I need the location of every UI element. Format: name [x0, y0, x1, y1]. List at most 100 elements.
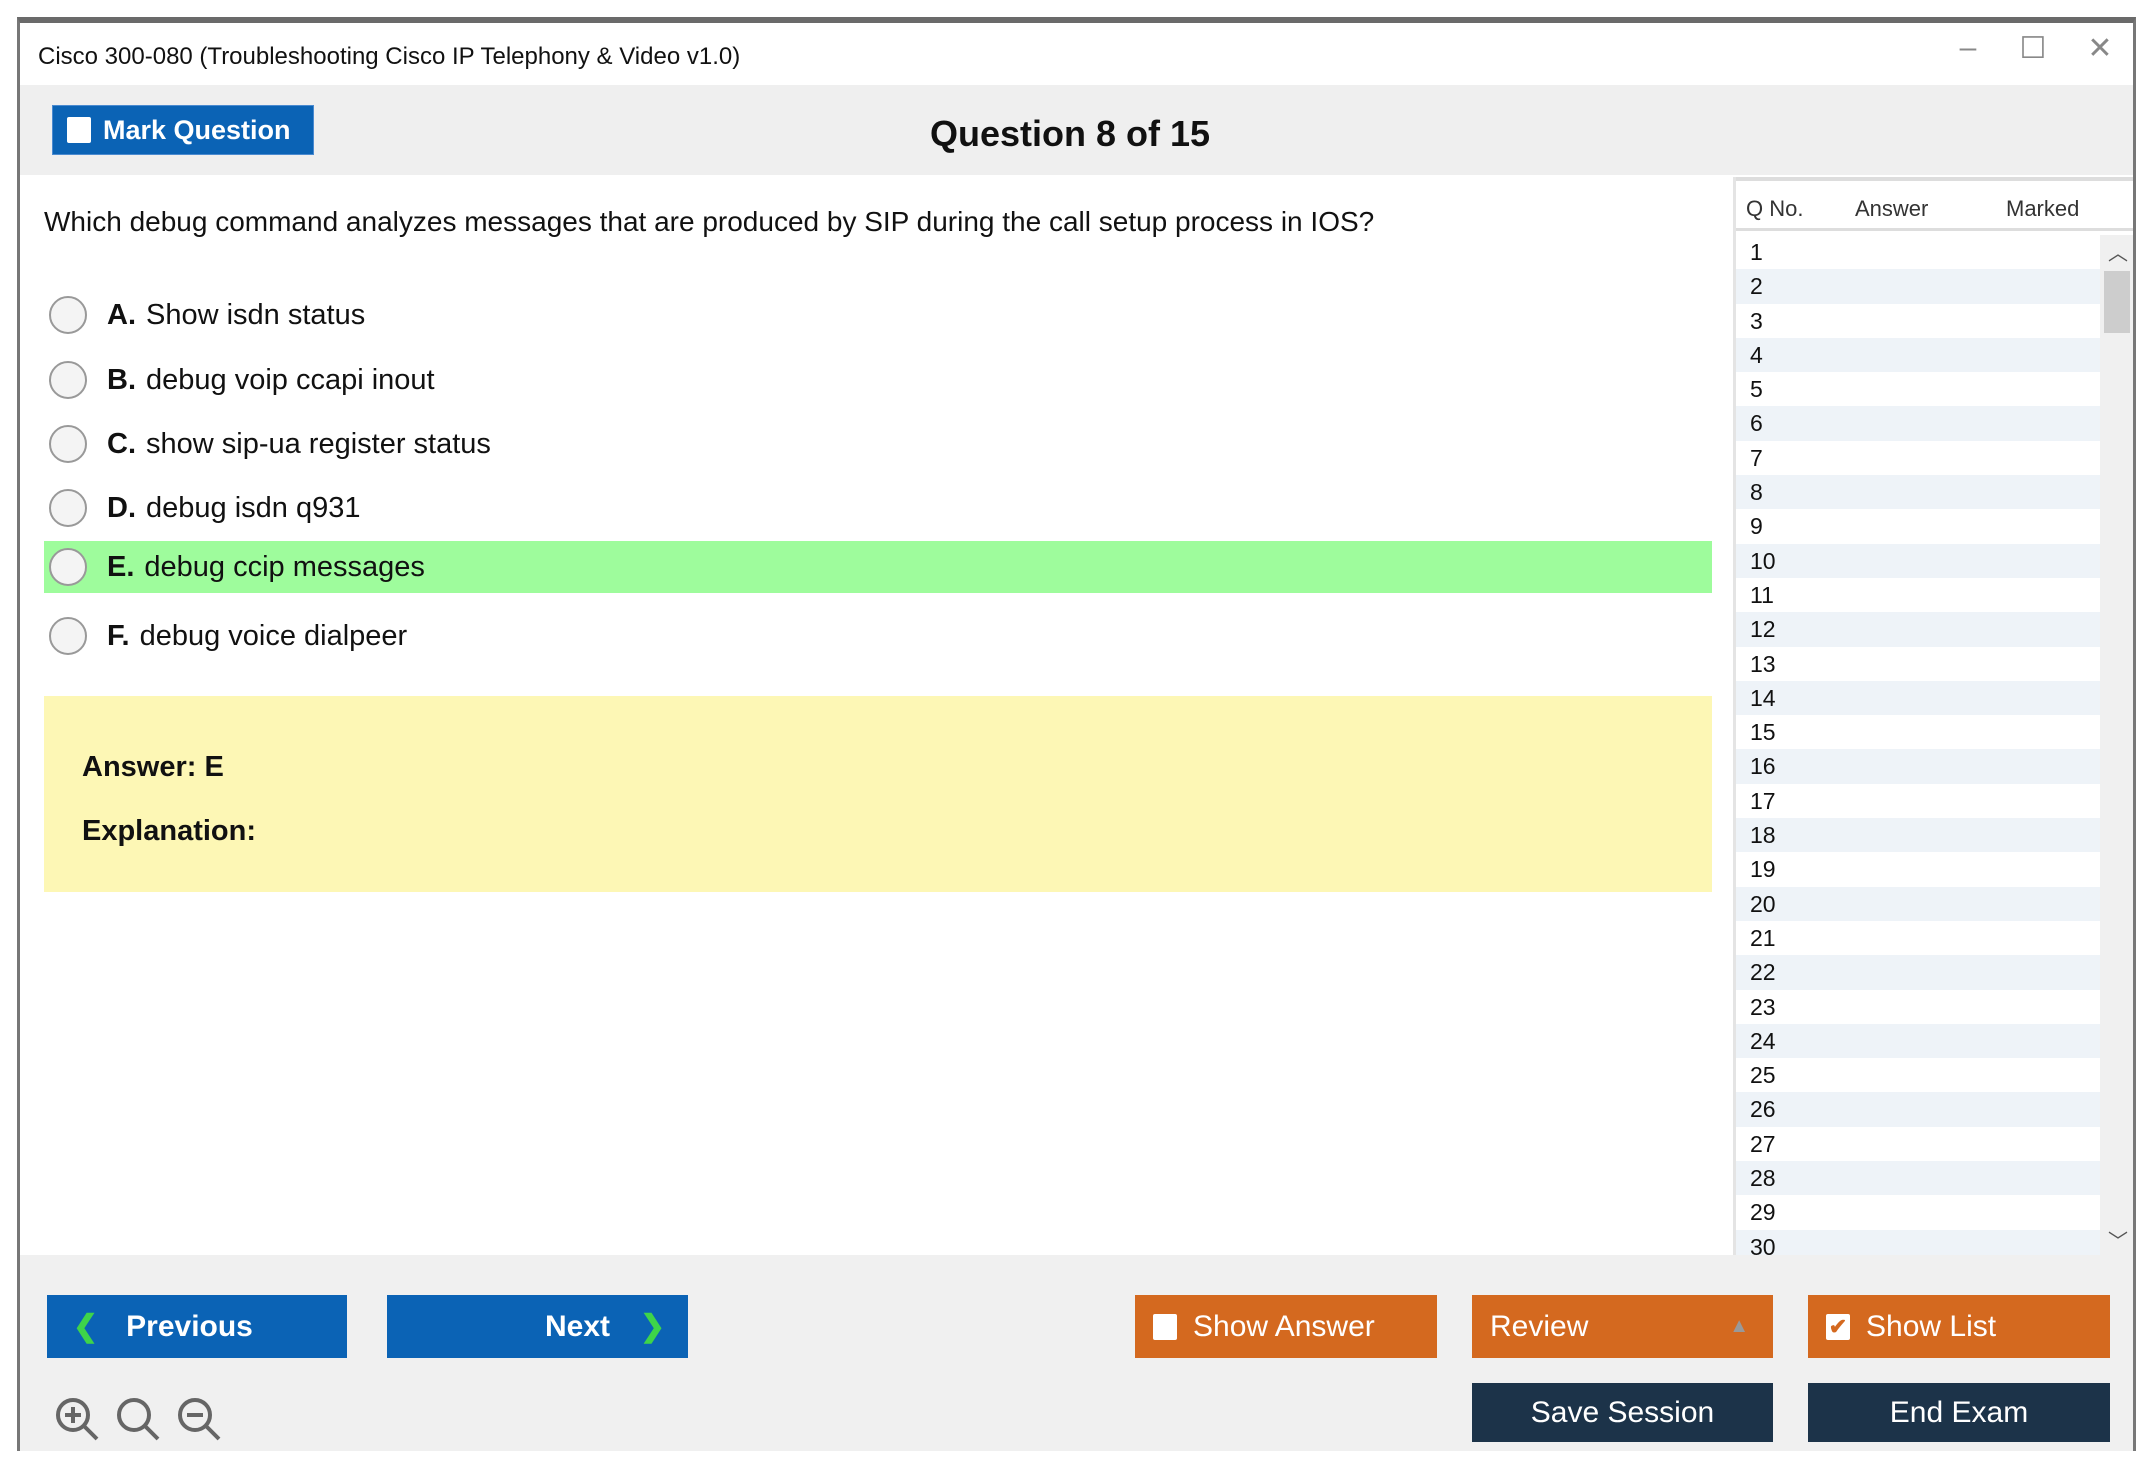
minimize-icon[interactable]: – [1959, 31, 1977, 64]
radio-button[interactable] [49, 425, 87, 463]
list-row[interactable]: 29 [1750, 1199, 1776, 1226]
option-letter: D. [107, 491, 136, 524]
list-row[interactable]: 2 [1736, 269, 2100, 304]
scrollbar-thumb[interactable] [2104, 271, 2130, 333]
list-row[interactable]: 17 [1750, 787, 1776, 814]
question-text: Which debug command analyzes messages th… [44, 206, 1375, 237]
list-row[interactable]: 28 [1736, 1161, 2100, 1196]
zoom-controls [56, 1398, 221, 1441]
window-title: Cisco 300-080 (Troubleshooting Cisco IP … [38, 43, 741, 70]
list-row[interactable]: 7 [1750, 444, 1763, 471]
show-list-button[interactable]: ✔ Show List [1808, 1295, 2110, 1358]
list-row[interactable]: 1 [1750, 239, 1763, 265]
save-session-button[interactable]: Save Session [1472, 1383, 1773, 1442]
option-text: debug isdn q931 [146, 491, 361, 524]
list-row[interactable]: 18 [1736, 818, 2100, 853]
zoom-reset-icon[interactable] [117, 1398, 160, 1441]
list-row[interactable]: 24 [1736, 1023, 2100, 1059]
close-icon[interactable]: ✕ [2087, 32, 2113, 65]
scrollbar[interactable]: ︿ ﹀ [2100, 235, 2133, 1259]
explanation-label: Explanation: [82, 815, 257, 847]
col-marked[interactable]: Marked [2006, 196, 2080, 221]
mark-question-button[interactable]: Mark Question [52, 105, 314, 155]
zoom-in-icon[interactable] [56, 1398, 99, 1441]
list-row[interactable]: 8 [1736, 475, 2100, 510]
checkbox-icon [67, 117, 91, 143]
option-text: debug voice dialpeer [139, 619, 408, 652]
answer-option[interactable]: F. debug voice dialpeer [44, 610, 1712, 662]
list-row[interactable]: 9 [1750, 513, 1763, 540]
col-answer[interactable]: Answer [1855, 196, 1929, 221]
list-row[interactable]: 5 [1750, 376, 1763, 403]
zoom-out-icon[interactable] [178, 1398, 221, 1441]
radio-button[interactable] [49, 361, 87, 399]
previous-label: Previous [126, 1309, 253, 1343]
list-row[interactable]: 23 [1750, 993, 1776, 1020]
option-letter: B. [107, 363, 136, 396]
answer-option[interactable]: A. Show isdn status [44, 289, 1712, 341]
answer-option[interactable]: E. debug ccip messages [44, 541, 1712, 593]
list-row[interactable]: 22 [1736, 955, 2100, 990]
option-text: Show isdn status [146, 298, 366, 331]
list-row[interactable]: 21 [1750, 924, 1776, 951]
triangle-up-icon: ▲ [1729, 1315, 1749, 1337]
show-answer-button[interactable]: Show Answer [1135, 1295, 1437, 1358]
list-row[interactable]: 10 [1736, 543, 2100, 578]
question-title: Question 8 of 15 [929, 113, 1211, 154]
list-row[interactable]: 4 [1736, 337, 2100, 373]
review-dropdown[interactable]: Review ▲ [1472, 1295, 1773, 1358]
end-exam-button[interactable]: End Exam [1808, 1383, 2110, 1442]
list-row[interactable]: 6 [1736, 406, 2100, 441]
next-label: Next [545, 1309, 611, 1343]
option-letter: F. [107, 619, 130, 652]
show-answer-label: Show Answer [1193, 1309, 1375, 1343]
answer-option[interactable]: C. show sip-ua register status [44, 418, 1712, 470]
list-row[interactable]: 27 [1750, 1130, 1776, 1157]
option-text: show sip-ua register status [146, 427, 491, 460]
list-row[interactable]: 26 [1736, 1092, 2100, 1127]
list-row[interactable]: 19 [1750, 856, 1776, 883]
question-list: 1 2 3 4 5 6 7 8 9 10 11 12 13 14 15 16 17 18 19 20 21 22 23 24 2… [1736, 235, 2100, 1264]
scroll-up-icon[interactable]: ︿ [2108, 243, 2128, 265]
col-qno[interactable]: Q No. [1746, 196, 1804, 221]
radio-button[interactable] [49, 489, 87, 527]
list-row[interactable]: 11 [1750, 581, 1774, 608]
answer-option[interactable]: B. debug voip ccapi inout [44, 354, 1712, 406]
radio-button[interactable] [49, 617, 87, 655]
mark-question-label: Mark Question [103, 114, 291, 145]
radio-button[interactable] [49, 296, 87, 334]
answer-option[interactable]: D. debug isdn q931 [44, 482, 1712, 534]
list-row[interactable]: 12 [1736, 612, 2100, 647]
checkbox-checked-icon: ✔ [1826, 1313, 1850, 1340]
list-row[interactable]: 16 [1736, 749, 2100, 784]
list-row[interactable]: 15 [1750, 719, 1776, 746]
previous-button[interactable]: ❮ Previous [47, 1295, 347, 1358]
list-row[interactable]: 13 [1750, 650, 1776, 677]
option-letter: E. [107, 550, 135, 583]
checkbox-icon [1153, 1313, 1177, 1340]
question-list-panel: Q No. Answer Marked 1 2 3 4 5 6 7 8 9 10 11 12 13 14 1… [1733, 177, 2133, 1264]
scroll-down-icon[interactable]: ﹀ [2108, 1231, 2128, 1253]
next-button[interactable]: Next ❯ [387, 1295, 688, 1358]
chevron-left-icon: ❮ [73, 1310, 99, 1343]
radio-button[interactable] [49, 548, 87, 586]
list-row[interactable]: 25 [1750, 1062, 1776, 1089]
app-window: Cisco 300-080 (Troubleshooting Cisco IP … [17, 17, 2136, 1451]
option-letter: C. [107, 427, 136, 460]
option-text: debug ccip messages [144, 550, 425, 583]
list-row[interactable]: 14 [1736, 680, 2100, 716]
title-bar: Cisco 300-080 (Troubleshooting Cisco IP … [20, 23, 2133, 85]
show-list-label: Show List [1866, 1309, 1997, 1343]
option-text: debug voip ccapi inout [146, 363, 435, 396]
chevron-right-icon: ❯ [640, 1310, 666, 1343]
review-label: Review [1490, 1309, 1589, 1343]
list-header: Q No. Answer Marked [1736, 177, 2133, 231]
list-row[interactable]: 3 [1750, 307, 1763, 334]
list-row[interactable]: 20 [1736, 886, 2100, 921]
footer-bar: ❮ Previous Next ❯ Show Answer Review ▲ ✔… [20, 1255, 2133, 1451]
maximize-icon[interactable]: ☐ [2019, 32, 2047, 65]
answer-box: Answer: E Explanation: [44, 696, 1712, 892]
header-bar: Question 8 of 15 Mark Question [20, 85, 2133, 175]
option-letter: A. [107, 298, 136, 331]
answer-label: Answer: E [82, 751, 224, 783]
